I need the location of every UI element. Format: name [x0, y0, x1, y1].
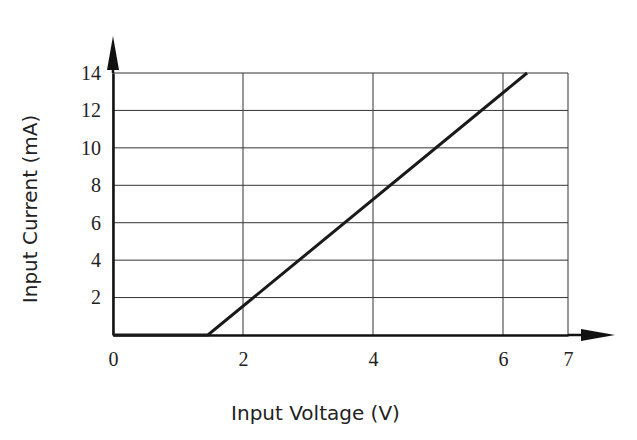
tick-label: 0 [109, 348, 119, 370]
tick-label: 7 [564, 348, 574, 370]
grid-line-y [113, 222, 568, 223]
grid-line-x [503, 73, 504, 335]
grid-line-y [113, 73, 568, 74]
tick-label: 14 [81, 62, 101, 84]
tick: 7 [564, 335, 574, 370]
tick: 6 [499, 335, 509, 370]
tick: 10 [81, 137, 113, 159]
tick-label: 8 [91, 174, 101, 196]
tick: 12 [81, 99, 113, 121]
y-axis: 2 4 6 8 10 12 14 [81, 62, 114, 336]
grid-line-y [113, 260, 568, 261]
tick: 6 [91, 212, 113, 234]
axis-arrow [107, 36, 119, 70]
grid [113, 73, 568, 335]
grid-line-x [113, 73, 114, 335]
chart: 0 2 4 6 7 2 4 6 8 10 12 14 Input Voltage (V) Input Cu… [0, 0, 637, 440]
plot-area [113, 73, 527, 335]
grid-line-x [243, 73, 244, 335]
grid-line-y [113, 297, 568, 298]
tick-label: 4 [369, 348, 379, 370]
tick: 0 [109, 335, 119, 370]
tick: 4 [369, 335, 379, 370]
tick-label: 6 [91, 212, 101, 234]
tick: 4 [91, 249, 113, 271]
tick-label: 2 [239, 348, 249, 370]
tick-label: 6 [499, 348, 509, 370]
tick-label: 12 [81, 99, 101, 121]
axis-line [112, 74, 115, 336]
x-axis-title: Input Voltage (V) [231, 401, 400, 425]
x-axis: 0 2 4 6 7 [109, 335, 574, 370]
tick-label: 2 [91, 286, 101, 308]
tick-label: 4 [91, 249, 101, 271]
grid-line-y [113, 185, 568, 186]
data-line [113, 73, 527, 335]
grid-line-x [373, 73, 374, 335]
grid-line-y [113, 147, 568, 148]
tick-label: 10 [81, 137, 101, 159]
axis-arrow [581, 329, 615, 341]
tick: 2 [239, 335, 249, 370]
y-axis-title: Input Current (mA) [18, 115, 42, 303]
tick: 8 [91, 174, 113, 196]
tick: 2 [91, 286, 113, 308]
grid-line-x [568, 73, 569, 335]
grid-line-y [113, 110, 568, 111]
